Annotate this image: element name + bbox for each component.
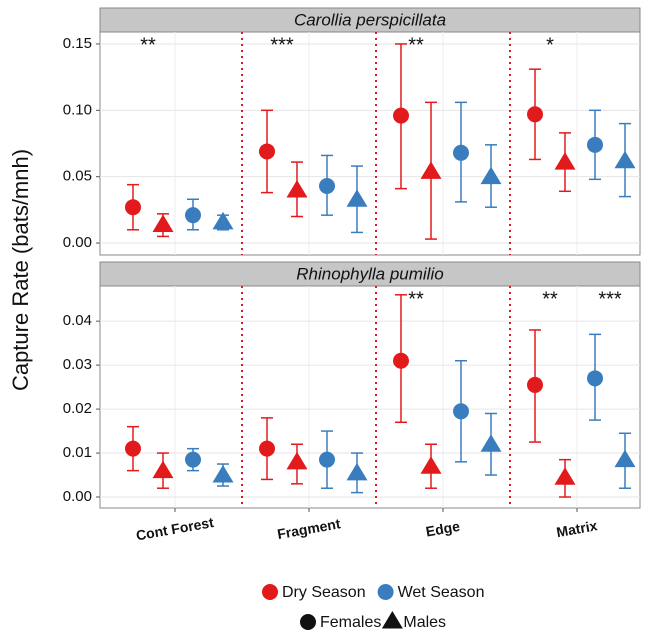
point	[527, 376, 543, 393]
strip-background	[99, 7, 641, 33]
point	[614, 449, 636, 468]
x-tick-label: Matrix	[555, 517, 599, 540]
significance-label: *	[546, 34, 554, 56]
y-tick-label: 0.10	[63, 101, 92, 118]
point	[185, 207, 201, 224]
x-tick-label: Edge	[425, 518, 462, 540]
legend-label: Males	[403, 614, 446, 631]
strip-background	[99, 261, 641, 287]
point	[453, 144, 469, 161]
y-tick-label: 0.04	[63, 312, 92, 329]
x-tick-label: Fragment	[276, 515, 342, 542]
point	[346, 462, 368, 481]
point	[420, 456, 442, 474]
y-tick-label: 0.02	[63, 400, 92, 417]
legend-swatch	[381, 611, 403, 629]
panel-background	[99, 31, 641, 256]
point	[554, 467, 576, 485]
legend-swatch	[262, 584, 278, 600]
point	[527, 106, 543, 123]
point	[587, 370, 603, 387]
strip-title: Rhinophylla pumilio	[296, 264, 443, 283]
legend-swatch	[300, 614, 316, 630]
y-tick-label: 0.00	[63, 488, 92, 505]
point	[286, 451, 308, 470]
point	[480, 166, 502, 185]
point	[393, 352, 409, 369]
point	[152, 214, 174, 232]
point	[125, 199, 141, 216]
point	[480, 434, 502, 452]
point	[212, 465, 234, 483]
point	[185, 451, 201, 468]
point	[319, 177, 335, 194]
point	[319, 451, 335, 468]
point	[614, 150, 636, 169]
panel-background	[99, 285, 641, 509]
point	[453, 403, 469, 420]
y-axis-title: Capture Rate (bats/mnh)	[8, 149, 33, 391]
point	[393, 107, 409, 124]
x-tick-label: Cont Forest	[135, 514, 215, 543]
y-tick-label: 0.03	[63, 356, 92, 373]
significance-label: **	[542, 288, 558, 310]
point	[259, 440, 275, 457]
strip-title: Carollia perspicillata	[294, 10, 446, 29]
point	[125, 440, 141, 457]
point	[212, 211, 234, 230]
legend-swatch	[377, 584, 394, 600]
legend-label: Wet Season	[398, 584, 485, 601]
significance-label: **	[140, 34, 156, 56]
significance-label: ***	[270, 34, 294, 56]
point	[554, 152, 576, 170]
point	[259, 143, 275, 160]
legend-label: Dry Season	[282, 584, 366, 601]
significance-label: ***	[598, 288, 622, 310]
point	[420, 161, 442, 179]
point	[346, 189, 368, 207]
significance-label: **	[408, 288, 424, 310]
y-tick-label: 0.00	[63, 234, 92, 251]
y-tick-label: 0.15	[63, 35, 92, 52]
point	[152, 460, 174, 479]
point	[286, 179, 308, 198]
y-tick-label: 0.05	[63, 168, 92, 185]
legend-label: Females	[320, 614, 381, 631]
y-tick-label: 0.01	[63, 444, 92, 461]
point	[587, 136, 603, 153]
significance-label: **	[408, 34, 424, 56]
